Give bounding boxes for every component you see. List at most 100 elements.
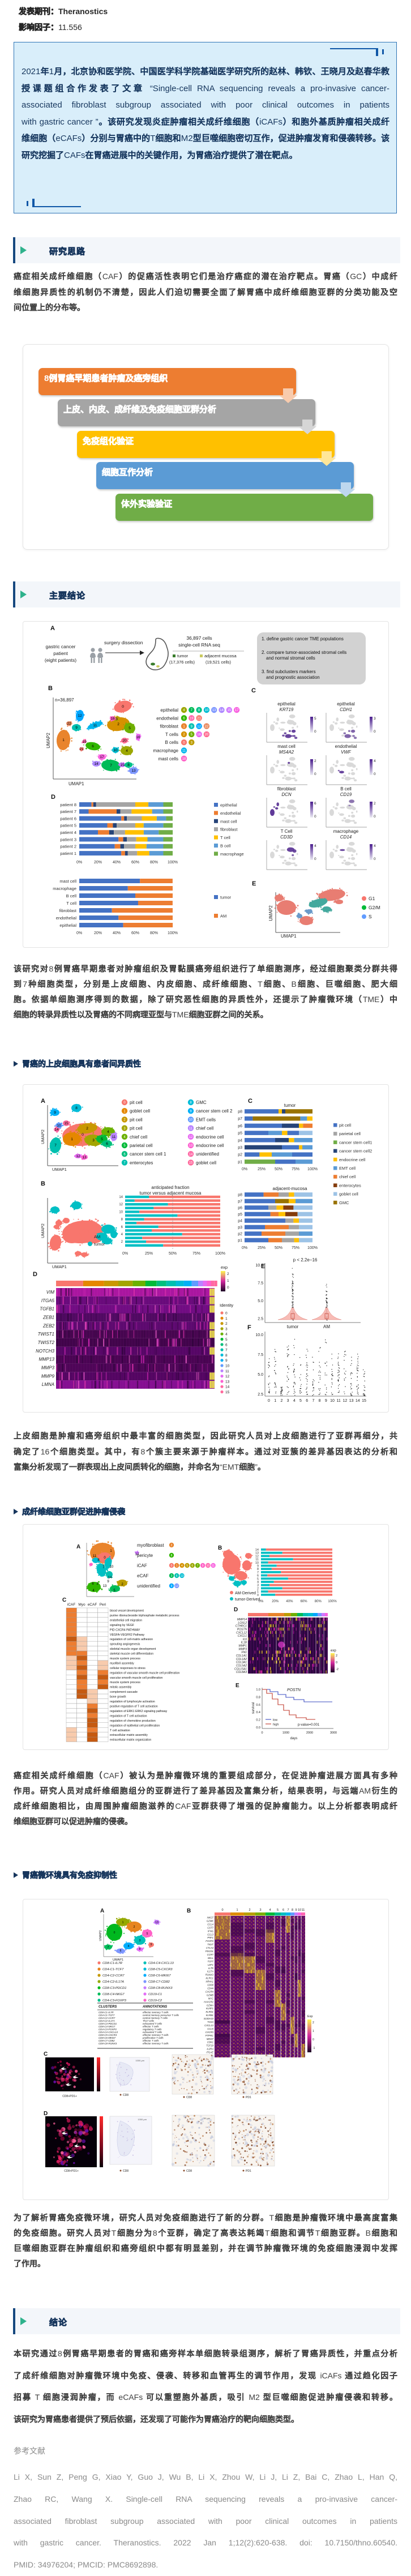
svg-text:D: D [33,1271,37,1278]
svg-text:CLUSTERS: CLUSTERS [99,2005,117,2009]
svg-text:75%: 75% [292,1167,299,1171]
svg-text:7: 7 [287,1909,289,1912]
svg-text:8: 8 [75,1106,78,1110]
svg-text:extracellular matrix organizat: extracellular matrix organization [110,1739,151,1742]
svg-text:2: 2 [249,1909,250,1912]
svg-text:4: 4 [269,1909,271,1912]
svg-text:0: 0 [123,1101,126,1105]
svg-text:CDH1: CDH1 [340,707,352,712]
svg-text:100%: 100% [215,1252,225,1256]
svg-text:CD8-C6-MKI67: CD8-C6-MKI67 [148,1974,171,1978]
svg-text:(19,521 cells): (19,521 cells) [206,660,232,665]
svg-text:10: 10 [110,1565,114,1569]
svg-text:12: 12 [119,1203,123,1206]
svg-text:11: 11 [93,724,97,728]
svg-text:fibroblast: fibroblast [277,786,296,791]
svg-text:PTPRC: PTPRC [206,2034,214,2037]
svg-text:epithelial: epithelial [59,923,76,928]
svg-text:7: 7 [108,1946,109,1949]
svg-text:8: 8 [97,1559,100,1562]
svg-text:F: F [247,1324,251,1331]
svg-text:15: 15 [64,1122,68,1126]
svg-text:CD8: CD8 [186,2170,192,2173]
svg-text:CTHRC1: CTHRC1 [236,1625,247,1628]
svg-text:CD4-C1-TCF7: CD4-C1-TCF7 [102,1968,124,1971]
svg-text:1: 1 [236,1909,238,1912]
svg-text:T cell activation: T cell activation [110,1729,130,1732]
svg-text:TWIST1: TWIST1 [38,1332,54,1337]
svg-text:MYC: MYC [208,1997,214,2000]
svg-text:RUNX3: RUNX3 [206,1974,214,1976]
svg-text:patient: patient [53,651,68,656]
svg-text:IL1B: IL1B [241,1641,247,1645]
svg-text:21: 21 [79,747,84,751]
svg-text:0%: 0% [76,931,82,935]
svg-text:fibroblast: fibroblast [59,908,77,913]
svg-text:COL15A1: COL15A1 [234,1667,247,1671]
svg-text:0.6: 0.6 [256,1704,260,1707]
svg-text:ZEB1: ZEB1 [42,1315,54,1320]
svg-text:20: 20 [205,733,209,737]
svg-text:CD4-C1-TCF7: CD4-C1-TCF7 [99,2014,115,2017]
svg-text:PRF1: PRF1 [207,1936,213,1939]
svg-text:7: 7 [102,1566,105,1569]
svg-text:0: 0 [114,1931,115,1935]
svg-text:4: 4 [126,749,128,753]
svg-text:8: 8 [198,709,200,712]
svg-text:effector memory T cells: effector memory T cells [143,2042,169,2045]
svg-text:16: 16 [136,735,140,739]
svg-text:CXCL1: CXCL1 [238,1634,247,1638]
svg-text:B cell: B cell [220,844,231,849]
svg-text:exp: exp [221,1265,228,1270]
svg-text:3: 3 [257,1584,259,1587]
svg-text:1. define gastric cancer TME p: 1. define gastric cancer TME populations [262,636,344,641]
svg-text:tumor: tumor [287,1324,299,1329]
svg-text:patient 2: patient 2 [60,844,76,849]
svg-text:3: 3 [171,1574,173,1578]
svg-text:11: 11 [337,1399,341,1403]
svg-text:KLRC1: KLRC1 [206,1977,214,1980]
svg-text:1: 1 [62,738,65,742]
svg-text:14: 14 [94,762,99,766]
svg-text:14: 14 [54,1128,59,1132]
svg-text:CD69: CD69 [207,1984,213,1987]
svg-text:muscle system process: muscle system process [110,1657,140,1661]
svg-text:14: 14 [356,1399,360,1403]
svg-text:0: 0 [122,705,124,709]
svg-text:8: 8 [139,1948,141,1951]
svg-text:patient 3: patient 3 [60,837,76,842]
svg-text:100%: 100% [307,1167,318,1171]
svg-text:regulation of vascular smooth: regulation of vascular smooth muscle cel… [110,1671,180,1675]
svg-text:3: 3 [374,717,376,721]
svg-text:3000: 3000 [330,1731,337,1735]
svg-text:tumor: tumor [94,1242,105,1247]
svg-text:CD8-C6-MKI67: CD8-C6-MKI67 [99,2036,116,2039]
svg-text:endocrine cell: endocrine cell [196,1143,224,1148]
svg-text:CXCL12: CXCL12 [236,1631,247,1634]
svg-text:4: 4 [374,844,376,848]
svg-text:NR4A1: NR4A1 [206,1980,214,1983]
svg-text:6: 6 [257,1574,259,1578]
svg-text:8: 8 [171,1554,173,1557]
svg-text:60%: 60% [131,861,139,865]
svg-text:6: 6 [92,1582,94,1586]
svg-text:MMP14: MMP14 [237,1618,247,1621]
svg-text:0: 0 [225,1312,228,1316]
svg-text:EMT cell: EMT cell [339,1166,356,1171]
svg-text:IL2RA: IL2RA [207,2048,213,2051]
svg-text:5: 5 [101,1137,103,1141]
svg-text:2.5: 2.5 [258,1317,263,1321]
svg-text:AM: AM [323,1324,330,1329]
svg-text:7: 7 [123,1162,126,1165]
svg-text:KLRD1: KLRD1 [206,2010,214,2013]
svg-text:blood vessel development: blood vessel development [110,1610,144,1613]
svg-text:purine ribonucleoside triphosp: purine ribonucleoside triphosphate metab… [110,1614,179,1618]
svg-text:FOXP3: FOXP3 [206,1940,213,1942]
svg-text:UMAP1: UMAP1 [68,781,84,786]
svg-text:p1: p1 [238,1239,242,1243]
svg-text:C: C [248,1098,252,1105]
svg-text:eCAF: eCAF [88,1603,97,1607]
svg-text:CD8-C3-PDCD1: CD8-C3-PDCD1 [99,2022,117,2025]
svg-text:sprouting angiogenesis: sprouting angiogenesis [110,1643,140,1646]
svg-text:4: 4 [121,1233,123,1236]
